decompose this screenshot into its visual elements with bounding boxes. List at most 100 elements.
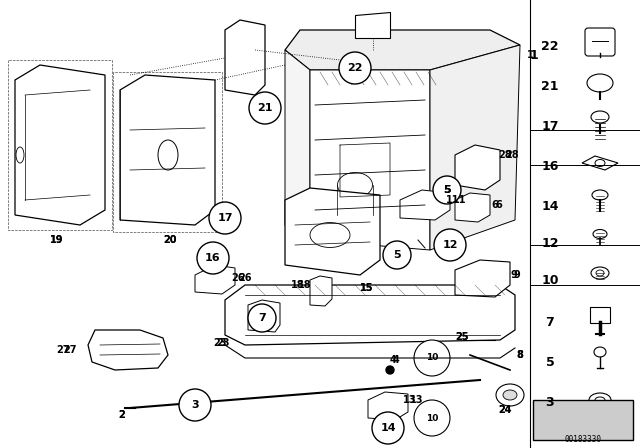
Ellipse shape (158, 140, 178, 170)
Text: 22: 22 (348, 63, 363, 73)
Text: 12: 12 (541, 237, 559, 250)
Ellipse shape (503, 390, 517, 400)
Text: 23: 23 (213, 338, 227, 348)
Text: 1: 1 (530, 48, 539, 61)
Polygon shape (120, 75, 215, 225)
Text: 3: 3 (546, 396, 554, 409)
Circle shape (249, 92, 281, 124)
Polygon shape (225, 285, 515, 345)
Polygon shape (310, 70, 430, 250)
Text: 20: 20 (163, 235, 177, 245)
Text: 7: 7 (258, 313, 266, 323)
Polygon shape (455, 193, 490, 222)
Text: 5: 5 (443, 185, 451, 195)
Text: 16: 16 (205, 253, 221, 263)
Ellipse shape (596, 270, 604, 276)
Text: 19: 19 (51, 235, 64, 245)
Text: 16: 16 (541, 159, 559, 172)
Circle shape (372, 412, 404, 444)
Ellipse shape (595, 397, 605, 403)
Text: 10: 10 (426, 414, 438, 422)
Text: 2: 2 (118, 410, 125, 420)
Text: 6: 6 (495, 200, 502, 210)
FancyBboxPatch shape (585, 28, 615, 56)
Circle shape (383, 241, 411, 269)
Polygon shape (310, 276, 332, 306)
Text: 17: 17 (541, 120, 559, 133)
Ellipse shape (16, 147, 24, 163)
Text: 14: 14 (541, 199, 559, 212)
Ellipse shape (587, 74, 613, 92)
Circle shape (434, 229, 466, 261)
Circle shape (179, 389, 211, 421)
Polygon shape (195, 265, 235, 294)
Polygon shape (455, 260, 510, 297)
Text: 14: 14 (380, 423, 396, 433)
Polygon shape (285, 50, 310, 240)
Circle shape (209, 202, 241, 234)
Text: 7: 7 (546, 316, 554, 329)
Text: 3: 3 (191, 400, 199, 410)
Text: 11: 11 (453, 195, 467, 205)
Text: 10: 10 (541, 273, 559, 287)
Text: 28: 28 (498, 150, 512, 160)
Polygon shape (285, 30, 520, 70)
Circle shape (248, 304, 276, 332)
Ellipse shape (593, 229, 607, 238)
Ellipse shape (310, 223, 350, 247)
Circle shape (197, 242, 229, 274)
Text: 9: 9 (514, 270, 521, 280)
Polygon shape (248, 300, 280, 332)
Text: 27: 27 (56, 345, 70, 355)
Text: 13: 13 (403, 395, 417, 405)
Text: 25: 25 (455, 332, 468, 342)
Text: 8: 8 (516, 350, 524, 360)
Text: 5: 5 (443, 185, 451, 195)
FancyBboxPatch shape (590, 307, 610, 323)
Ellipse shape (337, 172, 372, 198)
Text: 18: 18 (291, 280, 305, 290)
Polygon shape (355, 12, 390, 38)
Text: 8: 8 (516, 350, 524, 360)
Polygon shape (88, 330, 168, 370)
Text: 12: 12 (442, 240, 458, 250)
Circle shape (414, 340, 450, 376)
Circle shape (339, 52, 371, 84)
Ellipse shape (591, 111, 609, 123)
Text: 22: 22 (541, 39, 559, 52)
Text: 19: 19 (51, 235, 64, 245)
Text: 18: 18 (298, 280, 312, 290)
FancyBboxPatch shape (533, 400, 633, 440)
Text: 10: 10 (426, 353, 438, 362)
Text: 11: 11 (446, 195, 460, 205)
Text: 9: 9 (511, 270, 517, 280)
Circle shape (414, 400, 450, 436)
Text: 5: 5 (393, 250, 401, 260)
Text: 00183330: 00183330 (564, 435, 602, 444)
Text: 27: 27 (63, 345, 77, 355)
Ellipse shape (594, 347, 606, 357)
Text: 17: 17 (217, 213, 233, 223)
Text: 13: 13 (410, 395, 424, 405)
Text: 26: 26 (238, 273, 252, 283)
Ellipse shape (591, 267, 609, 279)
Text: 24: 24 (499, 405, 512, 415)
Polygon shape (15, 65, 105, 225)
Polygon shape (225, 20, 265, 95)
Text: 2: 2 (118, 410, 125, 420)
Text: 4: 4 (390, 355, 396, 365)
Text: 4: 4 (393, 355, 400, 365)
Text: 28: 28 (505, 150, 518, 160)
Polygon shape (455, 145, 500, 190)
Polygon shape (368, 392, 408, 420)
Ellipse shape (595, 159, 605, 167)
Text: 26: 26 (231, 273, 244, 283)
Text: 15: 15 (360, 283, 374, 293)
Ellipse shape (589, 393, 611, 407)
Polygon shape (582, 156, 618, 170)
Circle shape (386, 366, 394, 374)
Text: 23: 23 (216, 338, 230, 348)
Text: 15: 15 (360, 283, 374, 293)
Text: 5: 5 (546, 357, 554, 370)
Text: 21: 21 (257, 103, 273, 113)
